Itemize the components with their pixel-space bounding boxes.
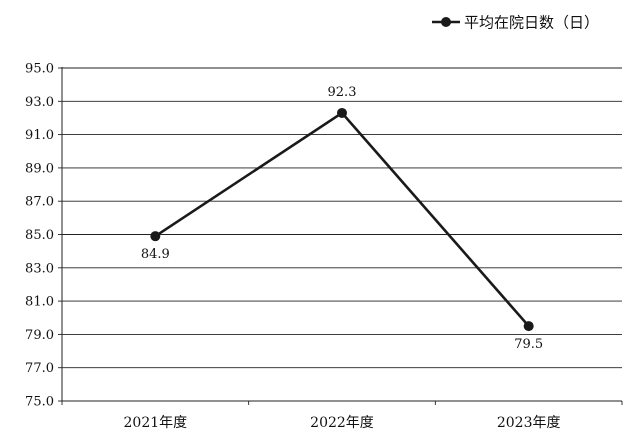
x-tick-label: 2022年度 xyxy=(310,415,374,431)
y-tick-label: 85.0 xyxy=(25,228,54,243)
x-tick-label: 2023年度 xyxy=(497,415,561,431)
data-point xyxy=(523,321,534,332)
series-lines xyxy=(150,107,534,332)
y-tick-labels: 95.0 93.0 91.0 89.0 87.0 85.0 83.0 81.0 79.0 77.0… xyxy=(25,62,54,410)
data-labels: 84.9 92.3 79.5 xyxy=(141,85,543,352)
data-label: 92.3 xyxy=(328,85,357,100)
y-tick-label: 95.0 xyxy=(25,62,54,77)
series-line xyxy=(154,111,530,327)
axes xyxy=(58,67,623,405)
y-tick-label: 81.0 xyxy=(25,295,54,310)
y-tick-label: 91.0 xyxy=(25,128,54,143)
y-tick-label: 93.0 xyxy=(25,95,54,110)
y-tick-label: 75.0 xyxy=(25,395,54,410)
x-tick-labels: 2021年度 2022年度 2023年度 xyxy=(124,415,561,431)
y-tick-label: 77.0 xyxy=(25,361,54,376)
data-label: 79.5 xyxy=(514,337,543,352)
y-tick-label: 83.0 xyxy=(25,261,54,276)
data-point xyxy=(150,231,161,242)
legend-marker xyxy=(441,17,451,27)
y-tick-label: 87.0 xyxy=(25,195,54,210)
legend-label: 平均在院日数（日） xyxy=(464,14,599,32)
data-label: 84.9 xyxy=(141,247,170,262)
x-tick-label: 2021年度 xyxy=(124,415,188,431)
y-tick-label: 79.0 xyxy=(25,328,54,343)
y-tick-label: 89.0 xyxy=(25,161,54,176)
data-point xyxy=(337,107,347,118)
legend: 平均在院日数（日） xyxy=(432,14,599,32)
